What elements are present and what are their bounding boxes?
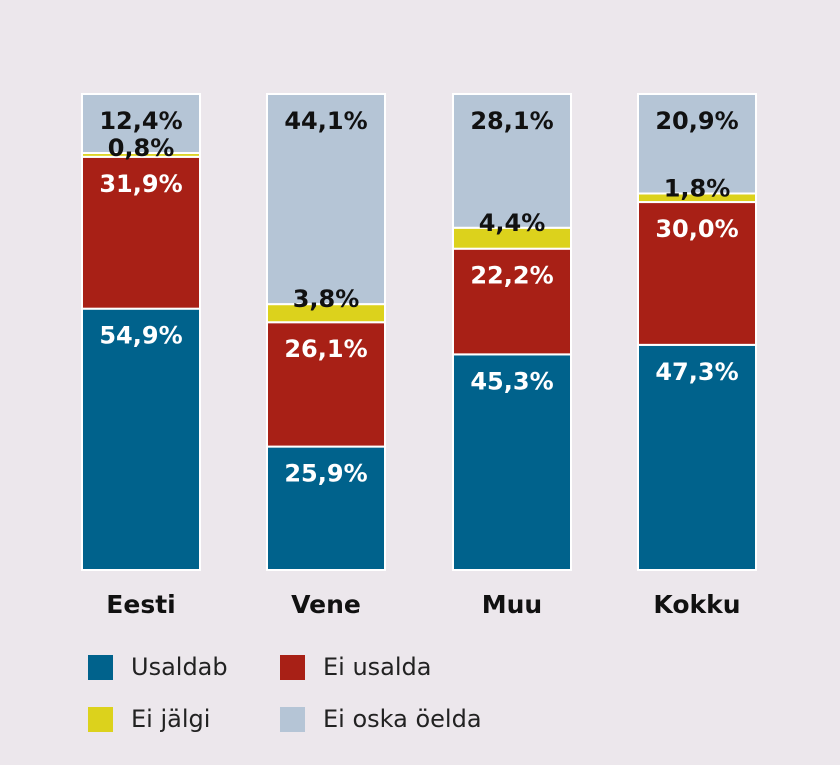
bar-kokku-ei-oska-oelda bbox=[637, 93, 757, 195]
legend-label-ei-usalda: Ei usalda bbox=[323, 653, 432, 681]
value-label-muu-usaldab: 45,3% bbox=[470, 367, 553, 395]
value-label-kokku-ei-usalda: 30,0% bbox=[655, 215, 738, 243]
legend-item-ei-jalgi: Ei jälgi bbox=[88, 705, 210, 733]
value-label-muu-ei-usalda: 22,2% bbox=[470, 262, 553, 290]
value-label-eesti-ei-oska-oelda: 12,4% bbox=[99, 107, 182, 135]
bar-eesti-ei-usalda bbox=[81, 155, 201, 310]
value-labels-group: 54,9% 31,9% 0,8%12,4% 25,9% 26,1% 3,8% 44,1% 45… bbox=[99, 107, 738, 488]
value-label-vene-usaldab: 25,9% bbox=[284, 460, 367, 488]
value-label-eesti-ei-jalgi: 0,8% bbox=[108, 134, 175, 162]
category-labels-group: Eesti Vene Muu Kokku bbox=[106, 590, 740, 619]
value-label-eesti-ei-usalda: 31,9% bbox=[99, 170, 182, 198]
value-label-vene-ei-oska-oelda: 44,1% bbox=[284, 107, 367, 135]
legend: Usaldab Ei usalda Ei jälgi Ei oska öelda bbox=[88, 653, 482, 733]
legend-swatch-ei-jalgi bbox=[88, 707, 113, 732]
bar-muu-usaldab bbox=[452, 353, 572, 572]
legend-item-usaldab: Usaldab bbox=[88, 653, 228, 681]
legend-item-ei-oska-oelda: Ei oska öelda bbox=[280, 705, 482, 733]
value-label-eesti-usaldab: 54,9% bbox=[99, 322, 182, 350]
value-label-vene-ei-jalgi: 3,8% bbox=[293, 285, 360, 313]
value-label-kokku-ei-oska-oelda: 20,9% bbox=[655, 107, 738, 135]
legend-swatch-usaldab bbox=[88, 655, 113, 680]
value-label-muu-ei-oska-oelda: 28,1% bbox=[470, 107, 553, 135]
category-label-muu: Muu bbox=[482, 590, 542, 619]
bars-group bbox=[81, 93, 757, 572]
legend-label-ei-jalgi: Ei jälgi bbox=[131, 705, 210, 733]
bar-eesti-ei-oska-oelda bbox=[81, 93, 201, 155]
bar-eesti-usaldab bbox=[81, 307, 201, 571]
category-label-vene: Vene bbox=[291, 590, 361, 619]
bar-vene-usaldab bbox=[266, 445, 386, 571]
value-label-kokku-ei-jalgi: 1,8% bbox=[664, 174, 731, 202]
legend-swatch-ei-usalda bbox=[280, 655, 305, 680]
bar-kokku-ei-usalda bbox=[637, 201, 757, 346]
category-label-eesti: Eesti bbox=[106, 590, 175, 619]
bar-muu-ei-oska-oelda bbox=[452, 93, 572, 229]
legend-item-ei-usalda: Ei usalda bbox=[280, 653, 432, 681]
value-label-muu-ei-jalgi: 4,4% bbox=[479, 209, 546, 237]
value-label-kokku-usaldab: 47,3% bbox=[655, 358, 738, 386]
legend-label-ei-oska-oelda: Ei oska öelda bbox=[323, 705, 482, 733]
bar-vene-ei-oska-oelda bbox=[266, 93, 386, 306]
legend-swatch-ei-oska-oelda bbox=[280, 707, 305, 732]
category-label-kokku: Kokku bbox=[653, 590, 740, 619]
legend-label-usaldab: Usaldab bbox=[131, 653, 228, 681]
value-label-vene-ei-usalda: 26,1% bbox=[284, 335, 367, 363]
